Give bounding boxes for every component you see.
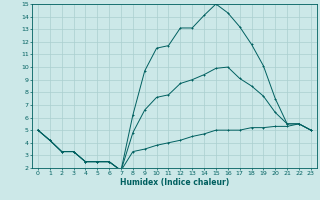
X-axis label: Humidex (Indice chaleur): Humidex (Indice chaleur) — [120, 178, 229, 187]
